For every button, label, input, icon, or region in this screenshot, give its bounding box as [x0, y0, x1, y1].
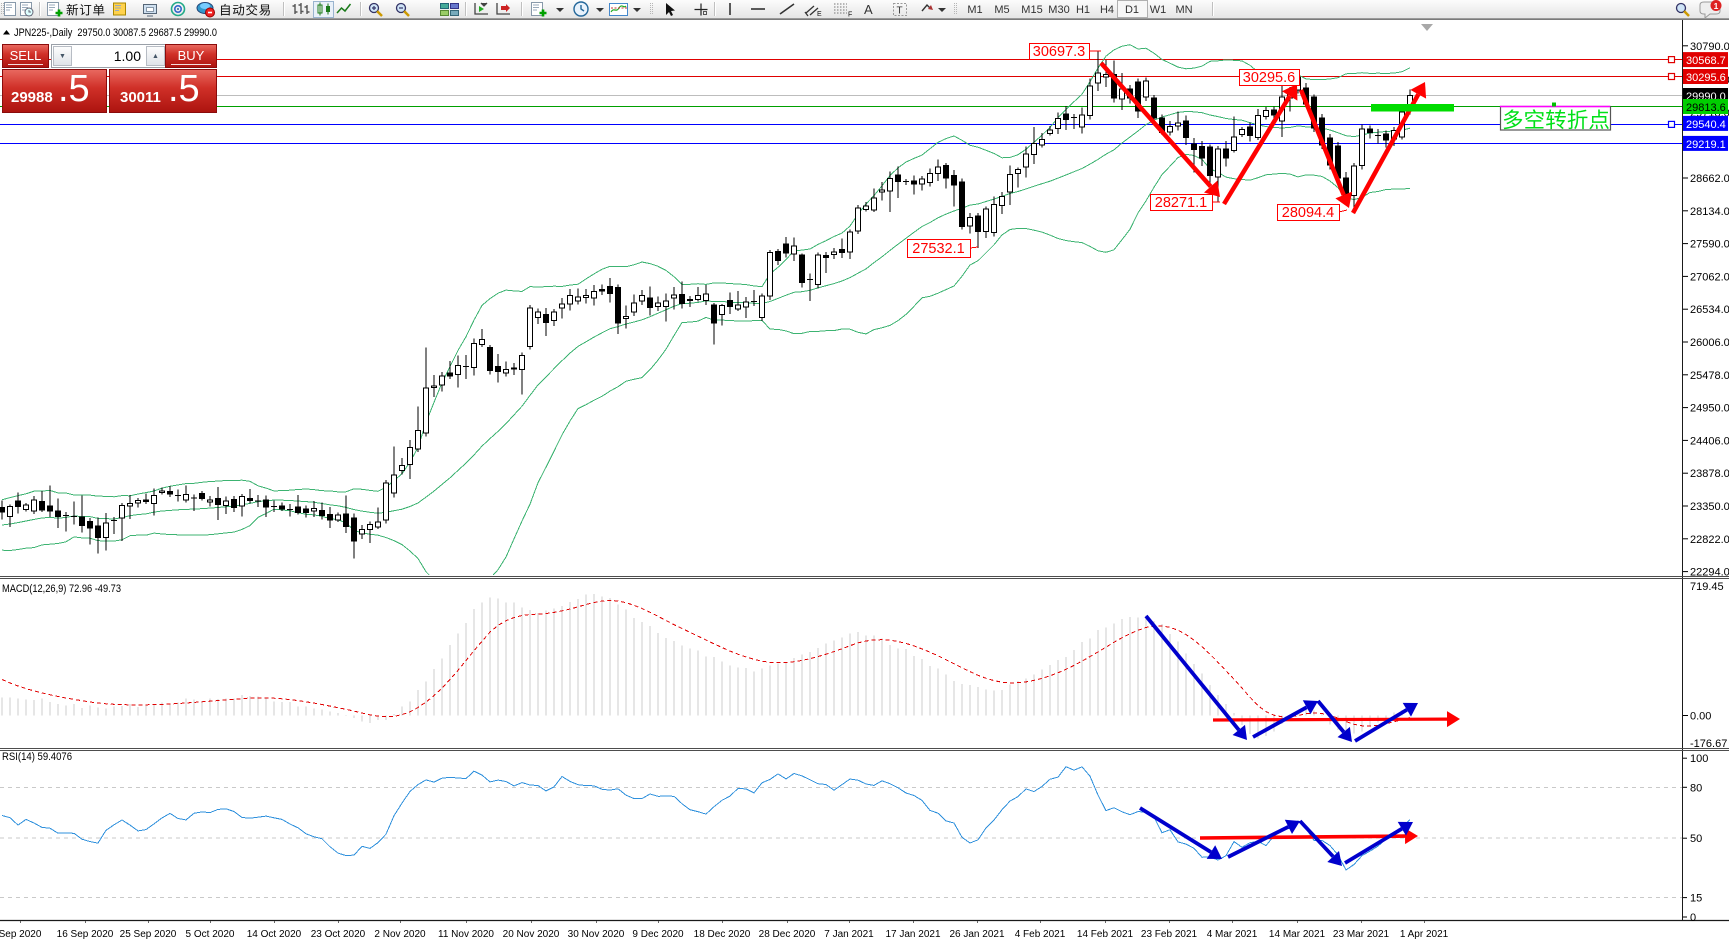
svg-text:30295.6: 30295.6 [1686, 72, 1726, 84]
svg-text:23350.0: 23350.0 [1690, 501, 1729, 513]
svg-text:26006.0: 26006.0 [1690, 337, 1729, 349]
svg-text:28271.1: 28271.1 [1155, 195, 1207, 211]
svg-text:11 Nov 2020: 11 Nov 2020 [438, 929, 494, 940]
svg-text:24406.0: 24406.0 [1690, 435, 1729, 447]
svg-text:A: A [864, 2, 873, 17]
svg-text:4 Mar 2021: 4 Mar 2021 [1207, 929, 1258, 940]
svg-text:30295.6: 30295.6 [1243, 70, 1295, 86]
svg-text:28134.0: 28134.0 [1690, 206, 1729, 218]
svg-text:14 Mar 2021: 14 Mar 2021 [1269, 929, 1326, 940]
svg-text:14 Oct 2020: 14 Oct 2020 [247, 929, 302, 940]
svg-text:100: 100 [1690, 753, 1708, 765]
svg-text:23 Oct 2020: 23 Oct 2020 [311, 929, 366, 940]
svg-text:W1: W1 [1150, 4, 1167, 16]
svg-text:28662.0: 28662.0 [1690, 173, 1729, 185]
svg-text:H4: H4 [1100, 4, 1114, 16]
svg-text:30 Nov 2020: 30 Nov 2020 [568, 929, 625, 940]
svg-text:2 Nov 2020: 2 Nov 2020 [374, 929, 426, 940]
svg-text:-176.67: -176.67 [1690, 738, 1727, 750]
svg-text:29540.4: 29540.4 [1686, 119, 1726, 131]
svg-text:MACD(12,26,9) 72.96 -49.73: MACD(12,26,9) 72.96 -49.73 [2, 583, 121, 595]
svg-text:RSI(14) 59.4076: RSI(14) 59.4076 [2, 751, 72, 763]
svg-text:20 Nov 2020: 20 Nov 2020 [503, 929, 560, 940]
svg-text:16 Sep 2020: 16 Sep 2020 [57, 929, 114, 940]
svg-text:15: 15 [1690, 893, 1702, 905]
svg-text:H1: H1 [1076, 4, 1090, 16]
svg-text:25 Sep 2020: 25 Sep 2020 [120, 929, 177, 940]
svg-text:1 Apr 2021: 1 Apr 2021 [1400, 929, 1449, 940]
svg-text:719.45: 719.45 [1690, 581, 1724, 593]
svg-text:26 Jan 2021: 26 Jan 2021 [949, 929, 1004, 940]
svg-text:27532.1: 27532.1 [912, 241, 964, 257]
svg-text:4 Feb 2021: 4 Feb 2021 [1015, 929, 1066, 940]
svg-text:22822.0: 22822.0 [1690, 534, 1729, 546]
svg-text:30790.0: 30790.0 [1690, 41, 1729, 53]
svg-text:0: 0 [1690, 912, 1696, 924]
svg-text:24950.0: 24950.0 [1690, 403, 1729, 415]
svg-text:25478.0: 25478.0 [1690, 370, 1729, 382]
svg-text:80: 80 [1690, 782, 1702, 794]
svg-text:M15: M15 [1021, 4, 1042, 16]
svg-text:50: 50 [1690, 833, 1702, 845]
svg-text:M1: M1 [967, 4, 982, 16]
svg-text:29219.1: 29219.1 [1686, 139, 1726, 151]
svg-text:Sep 2020: Sep 2020 [0, 929, 42, 940]
svg-text:23 Feb 2021: 23 Feb 2021 [1141, 929, 1198, 940]
svg-text:M30: M30 [1048, 4, 1069, 16]
svg-text:22294.0: 22294.0 [1690, 567, 1729, 579]
svg-text:MN: MN [1175, 4, 1192, 16]
svg-text:1: 1 [1714, 1, 1719, 11]
svg-text:0.00: 0.00 [1690, 711, 1711, 723]
svg-text:18 Dec 2020: 18 Dec 2020 [694, 929, 751, 940]
svg-text:JPN225-,Daily 29750.0 30087.5: JPN225-,Daily 29750.0 30087.5 29687.5 29… [14, 27, 217, 39]
svg-text:23878.0: 23878.0 [1690, 468, 1729, 480]
svg-text:9 Dec 2020: 9 Dec 2020 [632, 929, 684, 940]
svg-text:29813.6: 29813.6 [1686, 102, 1726, 114]
svg-text:M5: M5 [994, 4, 1009, 16]
svg-text:14 Feb 2021: 14 Feb 2021 [1077, 929, 1134, 940]
svg-text:23 Mar 2021: 23 Mar 2021 [1333, 929, 1390, 940]
svg-text:5 Oct 2020: 5 Oct 2020 [186, 929, 235, 940]
svg-text:27590.0: 27590.0 [1690, 239, 1729, 251]
svg-text:17 Jan 2021: 17 Jan 2021 [885, 929, 940, 940]
svg-text:27062.0: 27062.0 [1690, 271, 1729, 283]
svg-text:E: E [817, 11, 822, 18]
svg-text:D1: D1 [1125, 4, 1139, 16]
svg-text:30568.7: 30568.7 [1686, 55, 1726, 67]
svg-text:T: T [897, 6, 903, 17]
svg-text:F: F [848, 12, 852, 19]
svg-text:7 Jan 2021: 7 Jan 2021 [824, 929, 874, 940]
svg-text:28094.4: 28094.4 [1282, 205, 1334, 221]
svg-text:30697.3: 30697.3 [1033, 44, 1085, 60]
svg-text:28 Dec 2020: 28 Dec 2020 [759, 929, 816, 940]
svg-text:26534.0: 26534.0 [1690, 304, 1729, 316]
